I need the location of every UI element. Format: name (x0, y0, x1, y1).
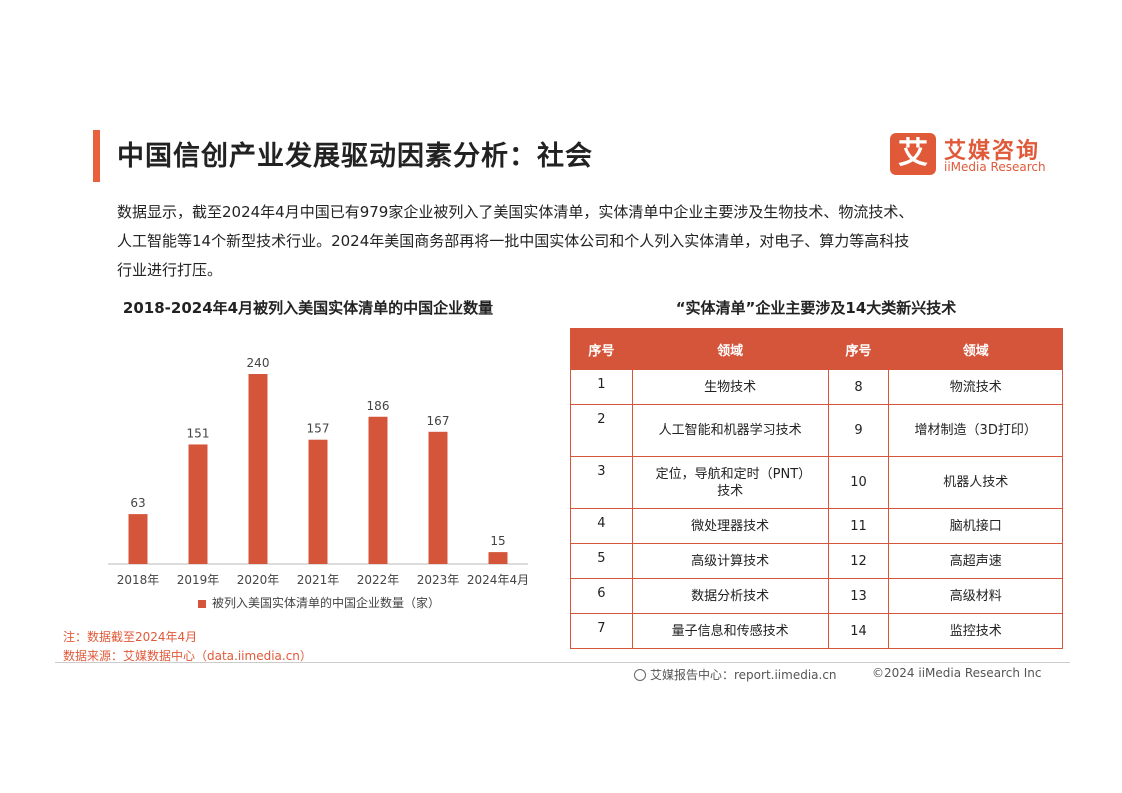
intro-line-1: 数据显示，截至2024年4月中国已有979家企业被列入了美国实体清单，实体清单中… (117, 203, 914, 221)
row-index: 1 (570, 369, 633, 405)
table-row: 3 定位，导航和定时（PNT）技术 10 机器人技术 (570, 456, 1063, 509)
header-index-2: 序号 (827, 328, 890, 370)
row-field: 物流技术 (888, 369, 1063, 405)
row-field: 机器人技术 (888, 456, 1063, 509)
x-tick-label-3: 2021年 (297, 573, 340, 587)
row-field: 数据分析技术 (631, 578, 829, 614)
chart-title: 2018-2024年4月被列入美国实体清单的中国企业数量 (122, 299, 494, 317)
data-label-6: 15 (490, 534, 505, 548)
x-tick-label-5: 2023年 (417, 573, 460, 587)
header-index-1: 序号 (570, 328, 633, 370)
footer-divider (55, 662, 1070, 663)
data-label-3: 157 (307, 422, 330, 436)
legend-swatch (198, 599, 206, 608)
table-header-row: 序号 领域 序号 领域 (570, 328, 1063, 370)
title-accent-bar (93, 130, 100, 182)
x-tick-label-6: 2024年4月 (467, 573, 529, 587)
data-label-2: 240 (247, 356, 270, 370)
table-row: 2 人工智能和机器学习技术 9 增材制造（3D打印） (570, 404, 1063, 457)
tech-table: 序号 领域 序号 领域 1 生物技术 8 物流技术 2 人工智能和机器学习技术 … (570, 328, 1063, 649)
row-index: 3 (570, 456, 633, 509)
table-row: 6 数据分析技术 13 高级材料 (570, 578, 1063, 614)
x-tick-label-2: 2020年 (237, 573, 280, 587)
table-row: 4 微处理器技术 11 脑机接口 (570, 508, 1063, 544)
bar-2 (248, 374, 268, 564)
row-index: 5 (570, 543, 633, 579)
x-tick-label-0: 2018年 (117, 573, 160, 587)
row-field: 人工智能和机器学习技术 (631, 404, 829, 457)
data-label-5: 167 (427, 414, 450, 428)
footer-report-text: 艾媒报告中心：report.iimedia.cn (650, 668, 837, 682)
bar-4 (368, 416, 388, 564)
intro-line-3: 行业进行打压。 (117, 261, 223, 279)
row-index: 14 (827, 613, 890, 649)
logo-english-name: iiMedia Research (944, 160, 1046, 174)
bar-0 (128, 514, 148, 564)
row-field: 高级材料 (888, 578, 1063, 614)
row-field: 高超声速 (888, 543, 1063, 579)
data-label-4: 186 (367, 399, 390, 413)
logo-chinese-name: 艾媒咨询 (944, 139, 1041, 164)
row-field: 高级计算技术 (631, 543, 829, 579)
bar-1 (188, 444, 208, 564)
bar-6 (488, 552, 508, 564)
table-title: “实体清单”企业主要涉及14大类新兴技术 (675, 299, 957, 317)
row-index: 4 (570, 508, 633, 544)
data-label-0: 63 (130, 496, 145, 510)
row-field: 监控技术 (888, 613, 1063, 649)
footer-report-center: 艾媒报告中心：report.iimedia.cn (634, 666, 837, 683)
table-row: 7 量子信息和传感技术 14 监控技术 (570, 613, 1063, 649)
row-field: 微处理器技术 (631, 508, 829, 544)
globe-icon (634, 669, 646, 681)
bar-chart: 63 2018年 151 2019年 240 2020年 157 2021年 186 2022年 1… (108, 356, 529, 587)
intro-paragraph: 数据显示，截至2024年4月中国已有979家企业被列入了美国实体清单，实体清单中… (117, 198, 997, 285)
footer-copyright: ©2024 iiMedia Research Inc (872, 666, 1042, 680)
x-tick-label-1: 2019年 (177, 573, 220, 587)
row-index: 8 (827, 369, 890, 405)
row-field: 定位，导航和定时（PNT）技术 (631, 456, 829, 509)
row-field: 脑机接口 (888, 508, 1063, 544)
row-index: 7 (570, 613, 633, 649)
logo-mark-icon: 艾 (890, 133, 936, 175)
table-row: 1 生物技术 8 物流技术 (570, 369, 1063, 405)
row-index: 11 (827, 508, 890, 544)
row-field: 生物技术 (631, 369, 829, 405)
row-index: 13 (827, 578, 890, 614)
row-index: 12 (827, 543, 890, 579)
data-source: 数据来源：艾媒数据中心（data.iimedia.cn） (63, 649, 312, 663)
table-row: 5 高级计算技术 12 高超声速 (570, 543, 1063, 579)
page-title: 中国信创产业发展驱动因素分析：社会 (117, 141, 593, 172)
header-field-1: 领域 (631, 328, 829, 370)
row-field: 量子信息和传感技术 (631, 613, 829, 649)
data-label-1: 151 (187, 426, 210, 440)
intro-line-2: 人工智能等14个新型技术行业。2024年美国商务部再将一批中国实体公司和个人列入… (117, 232, 910, 250)
row-field: 增材制造（3D打印） (888, 404, 1063, 457)
row-index: 9 (827, 404, 890, 457)
legend-label: 被列入美国实体清单的中国企业数量（家） (212, 596, 441, 610)
chart-legend: 被列入美国实体清单的中国企业数量（家） (198, 594, 440, 611)
data-note: 注：数据截至2024年4月 (63, 630, 198, 644)
row-index: 10 (827, 456, 890, 509)
bar-3 (308, 439, 328, 564)
row-index: 2 (570, 404, 633, 457)
brand-logo: 艾 艾媒咨询 iiMedia Research (890, 133, 1055, 177)
row-index: 6 (570, 578, 633, 614)
x-tick-label-4: 2022年 (357, 573, 400, 587)
header-field-2: 领域 (888, 328, 1063, 370)
bar-5 (428, 431, 448, 564)
